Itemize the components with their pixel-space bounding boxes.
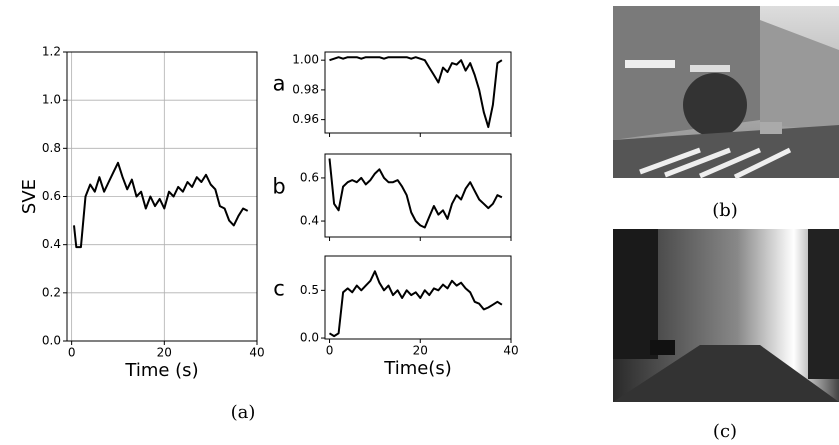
plot-frame (66, 51, 258, 342)
y-tick-label: 0.6 (300, 170, 319, 184)
x-tick-label: 20 (157, 346, 172, 360)
y-tick-label: 0.4 (42, 237, 61, 251)
caption: (b) (712, 200, 738, 221)
y-tick-label: 1.2 (42, 45, 61, 59)
series-line (329, 56, 503, 129)
x-tick-label: 0 (326, 344, 334, 358)
caption: (a) (231, 402, 256, 423)
plot-frame (324, 51, 512, 134)
panel-letter: c (273, 277, 285, 301)
x-tick-label: 40 (503, 344, 518, 358)
series-line (73, 161, 249, 249)
y-tick-label: 1.0 (42, 93, 61, 107)
y-tick-label: 0.0 (300, 331, 319, 345)
x-tick-label: 20 (413, 344, 428, 358)
plot-frame (324, 255, 512, 340)
x-tick-label: 40 (249, 346, 264, 360)
photo-c (613, 229, 839, 402)
x-tick-label: 0 (68, 346, 76, 360)
y-tick-label: 0.4 (300, 214, 319, 228)
caption: (c) (713, 421, 737, 442)
y-tick-label: 0.6 (42, 189, 61, 203)
panel-letter: a (273, 72, 286, 96)
y-tick-label: 0.0 (42, 334, 61, 348)
y-tick-label: 0.8 (42, 141, 61, 155)
series-line (328, 158, 503, 229)
y-axis-label: SVE (19, 179, 40, 214)
x-axis-label: Time (s) (124, 360, 198, 381)
x-axis-label: Time(s) (383, 358, 451, 379)
series-line (328, 270, 503, 338)
y-tick-label: 0.96 (292, 112, 319, 126)
panel-letter: b (272, 175, 285, 199)
y-tick-label: 0.98 (292, 82, 319, 96)
y-tick-label: 1.00 (292, 53, 319, 67)
y-tick-label: 0.2 (42, 285, 61, 299)
y-tick-label: 0.5 (300, 283, 319, 297)
plot-frame (324, 153, 512, 238)
photo-b (613, 6, 839, 180)
